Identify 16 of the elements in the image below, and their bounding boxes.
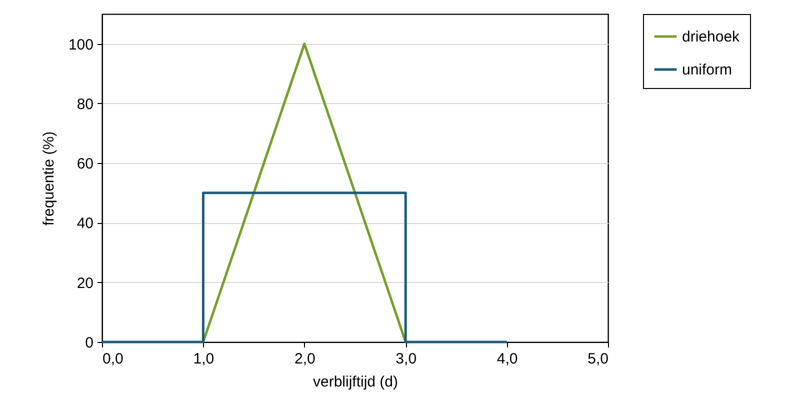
x-tick-label: 5,0: [588, 350, 608, 368]
legend-label: driehoek: [682, 28, 740, 46]
x-tick-label: 4,0: [496, 350, 518, 368]
x-tick-label: 1,0: [193, 350, 214, 368]
y-axis-title: frequentie (%): [40, 131, 58, 226]
x-tick-label: 2,0: [294, 350, 316, 368]
y-tick-label: 60: [76, 156, 94, 173]
y-tick-label: 20: [76, 274, 94, 292]
y-tick-label: 80: [76, 96, 94, 113]
legend-label: uniform: [682, 62, 732, 78]
x-tick-label: 3,0: [396, 350, 417, 368]
y-tick-label: 0: [85, 334, 94, 352]
y-tick-label: 40: [76, 215, 94, 232]
y-tick-label: 100: [68, 36, 94, 54]
x-tick-label: 0,0: [102, 350, 124, 368]
x-axis-title: verblijftijd (d): [312, 374, 398, 390]
